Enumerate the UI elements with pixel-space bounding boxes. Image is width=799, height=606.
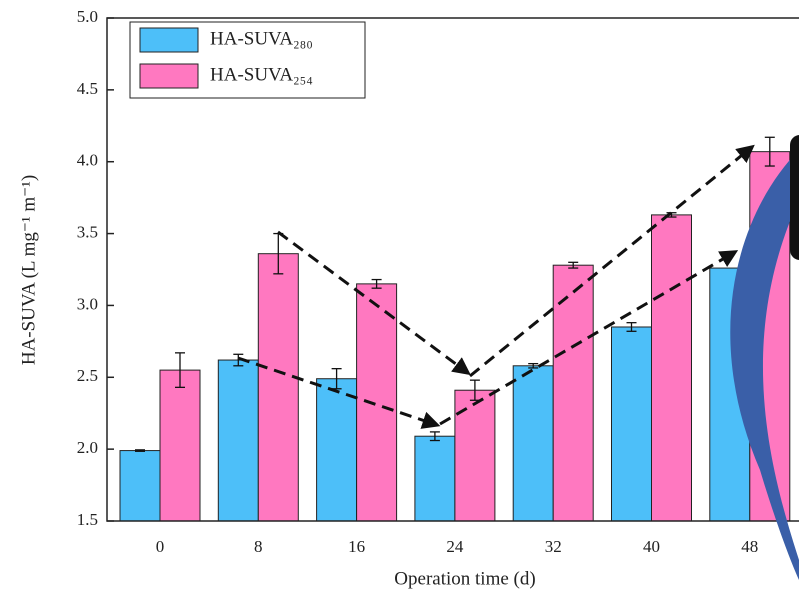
y-tick-label: 4.5 [77,79,98,98]
x-tick-label: 0 [156,537,165,556]
annotation-arrows [237,144,755,429]
error-bar [175,352,185,388]
x-tick-label: 8 [254,537,263,556]
legend-swatch [139,63,199,89]
error-bar [528,362,539,369]
x-tick-label: 16 [348,537,365,556]
y-tick-label: 3.5 [77,222,98,241]
legend-label: HA-SUVA₂₅₄ [210,64,313,85]
decoration [730,150,799,580]
x-tick-label: 48 [741,537,758,556]
bar [414,435,456,522]
bar [512,365,554,522]
y-tick-label: 2.0 [77,438,98,457]
bar [611,326,652,522]
error-bar [626,322,637,332]
y-axis-label: HA-SUVA (L mg⁻¹ m⁻¹) [18,175,39,365]
decoration [790,135,799,260]
bar [217,359,259,522]
error-bar [371,278,382,289]
arrow [469,144,755,378]
y-tick-label: 2.5 [77,366,98,385]
bar [454,389,496,522]
arrow [237,356,441,429]
bar [316,378,358,522]
plot-area: 1.5 2.0 2.5 3.0 3.5 4.0 4.5 5.0 0 8 16 24 32 40 48 HA-S… [77,7,799,556]
bar [651,214,692,522]
bar [356,283,398,522]
x-tick-label: 40 [643,537,660,556]
legend-swatch [139,27,199,53]
bar [552,264,594,522]
axis-frame [106,17,799,522]
legend: HA-SUVA₂₈₀ HA-SUVA₂₅₄ [129,21,366,99]
bar [119,450,161,522]
x-axis-label: Operation time (d) [394,568,535,589]
arrow [277,230,471,376]
bar [257,253,299,522]
x-tick-label: 24 [446,537,464,556]
error-bar [233,353,244,367]
error-bar [764,136,775,167]
bar [159,369,201,522]
y-tick-label: 5.0 [77,7,98,26]
y-tick-label: 1.5 [77,510,98,529]
legend-label: HA-SUVA₂₈₀ [210,28,313,49]
error-bar [135,449,145,452]
y-tick-label: 4.0 [77,151,98,170]
error-bar [568,261,579,269]
error-bar [429,431,440,442]
x-tick-label: 32 [545,537,562,556]
y-tick-label: 3.0 [77,294,98,313]
